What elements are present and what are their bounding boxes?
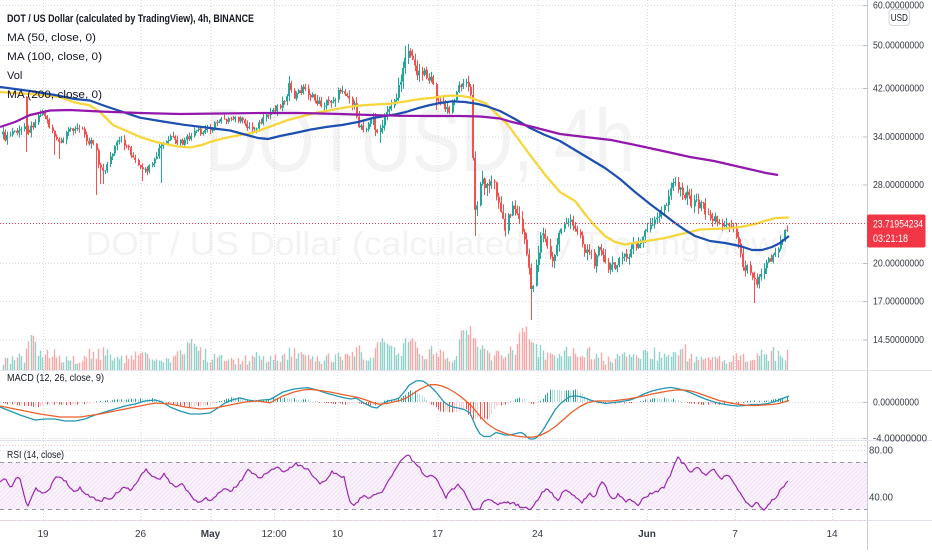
svg-text:42.00000000: 42.00000000 — [873, 84, 924, 95]
svg-text:12:00: 12:00 — [261, 529, 286, 540]
svg-text:USD: USD — [891, 12, 908, 24]
svg-text:80.00: 80.00 — [869, 446, 893, 457]
svg-text:19: 19 — [37, 529, 49, 540]
svg-text:May: May — [201, 529, 221, 540]
svg-text:DOT / US Dollar (calculated by: DOT / US Dollar (calculated by TradingVi… — [86, 225, 789, 262]
svg-text:Jun: Jun — [638, 529, 656, 540]
svg-text:17: 17 — [432, 529, 444, 540]
svg-text:28.00000000: 28.00000000 — [873, 180, 924, 191]
svg-text:MACD (12, 26, close, 9): MACD (12, 26, close, 9) — [7, 372, 104, 384]
svg-text:10: 10 — [332, 529, 344, 540]
svg-text:14: 14 — [826, 529, 838, 540]
svg-text:23.71954234: 23.71954234 — [873, 219, 923, 231]
svg-text:14.50000000: 14.50000000 — [873, 335, 924, 346]
svg-text:17.00000000: 17.00000000 — [873, 297, 924, 308]
svg-text:24: 24 — [532, 529, 544, 540]
svg-text:-4.00000000: -4.00000000 — [873, 434, 927, 445]
svg-text:DOT / US Dollar (calculated by: DOT / US Dollar (calculated by TradingVi… — [7, 13, 254, 25]
svg-text:MA (100, close, 0): MA (100, close, 0) — [7, 51, 102, 63]
svg-text:MA (200, close, 0): MA (200, close, 0) — [7, 89, 102, 101]
svg-text:Vol: Vol — [7, 70, 22, 82]
svg-text:20.00000000: 20.00000000 — [873, 259, 924, 270]
svg-text:RSI (14, close): RSI (14, close) — [7, 449, 64, 461]
svg-text:03:21:18: 03:21:18 — [873, 233, 908, 245]
svg-text:0.00000000: 0.00000000 — [873, 398, 919, 409]
svg-text:34.00000000: 34.00000000 — [873, 132, 924, 143]
svg-text:7: 7 — [732, 529, 738, 540]
svg-text:26: 26 — [135, 529, 147, 540]
svg-text:40.00: 40.00 — [869, 493, 893, 504]
svg-text:50.00000000: 50.00000000 — [873, 41, 924, 52]
svg-text:MA (50, close, 0): MA (50, close, 0) — [7, 32, 96, 44]
svg-text:DOTUSD, 4h: DOTUSD, 4h — [205, 90, 635, 190]
